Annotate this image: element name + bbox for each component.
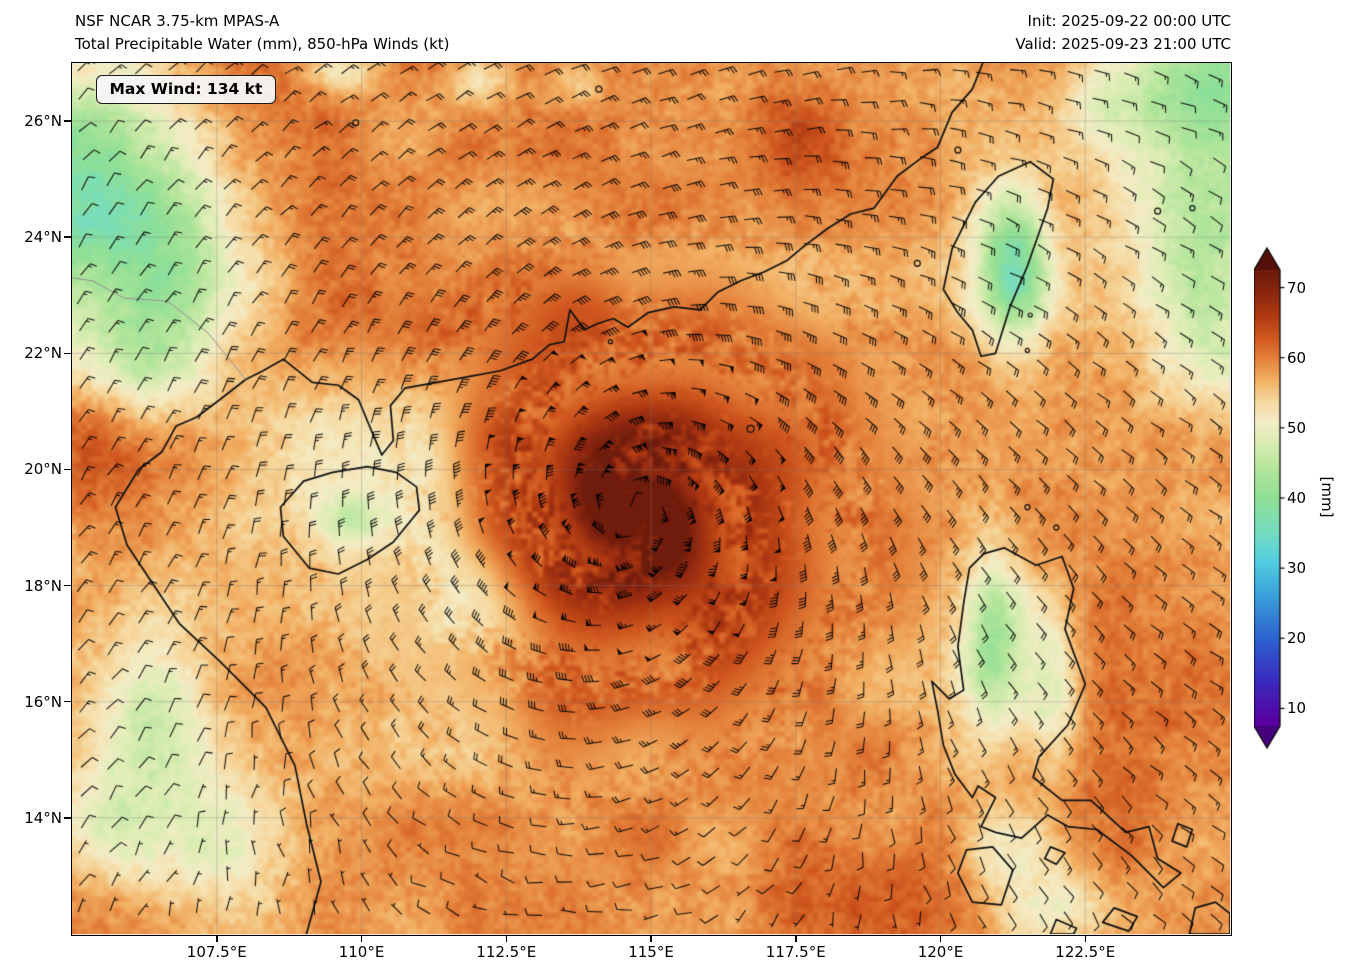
lon-tick-label: 117.5°E: [765, 943, 826, 961]
lat-tick-mark: [64, 817, 71, 819]
valid-time: Valid: 2025-09-23 21:00 UTC: [1015, 35, 1231, 53]
max-wind-label: Max Wind: 134 kt: [109, 79, 263, 98]
lon-tick-label: 107.5°E: [186, 943, 247, 961]
tpw-wind-map-canvas: [71, 62, 1230, 934]
lon-tick-label: 120°E: [917, 943, 964, 961]
colorbar-tick-label: 60: [1287, 348, 1307, 367]
lat-tick-mark: [64, 120, 71, 122]
lat-tick-mark: [64, 700, 71, 703]
map-plot-area: Max Wind: 134 kt: [70, 61, 1232, 936]
lat-tick-mark: [64, 352, 71, 355]
lon-tick-mark: [795, 935, 797, 942]
lon-tick-mark: [650, 935, 652, 942]
lon-tick-label: 122.5°E: [1055, 943, 1116, 961]
lat-tick-label: 14°N: [24, 808, 62, 827]
lon-tick-mark: [360, 935, 363, 942]
lon-tick-mark: [1084, 935, 1086, 942]
lon-tick-mark: [216, 935, 218, 942]
colorbar-tick-label: 30: [1287, 559, 1307, 578]
colorbar-tick-label: 40: [1287, 489, 1307, 507]
colorbar-tick-label: 10: [1287, 699, 1307, 718]
colorbar-unit-label: [mm]: [1318, 476, 1336, 518]
lon-tick-label: 110°E: [338, 943, 385, 961]
colorbar: [1254, 240, 1288, 760]
lat-tick-mark: [64, 584, 71, 587]
colorbar-tick-label: 50: [1287, 418, 1307, 437]
lat-tick-label: 16°N: [24, 692, 62, 711]
variable-title: Total Precipitable Water (mm), 850-hPa W…: [75, 35, 450, 53]
colorbar-tick-label: 20: [1287, 629, 1307, 648]
lat-tick-mark: [64, 468, 71, 471]
lat-tick-label: 22°N: [24, 344, 62, 363]
lat-tick-label: 18°N: [24, 576, 62, 595]
colorbar-tick-label: 70: [1287, 278, 1307, 297]
lon-tick-label: 112.5°E: [476, 943, 537, 961]
init-time: Init: 2025-09-22 00:00 UTC: [1027, 12, 1231, 30]
lat-tick-mark: [64, 236, 71, 238]
lat-tick-label: 26°N: [24, 112, 62, 131]
plot-header-left: NSF NCAR 3.75-km MPAS-A Total Precipitab…: [75, 10, 450, 56]
lat-tick-label: 20°N: [24, 460, 62, 479]
max-wind-badge: Max Wind: 134 kt: [95, 74, 277, 104]
lon-tick-mark: [505, 935, 507, 942]
lon-tick-label: 115°E: [628, 943, 674, 961]
lat-tick-label: 24°N: [24, 228, 62, 247]
lon-tick-mark: [939, 935, 942, 942]
plot-header-right: Init: 2025-09-22 00:00 UTC Valid: 2025-0…: [1015, 10, 1231, 56]
model-title: NSF NCAR 3.75-km MPAS-A: [75, 12, 280, 30]
